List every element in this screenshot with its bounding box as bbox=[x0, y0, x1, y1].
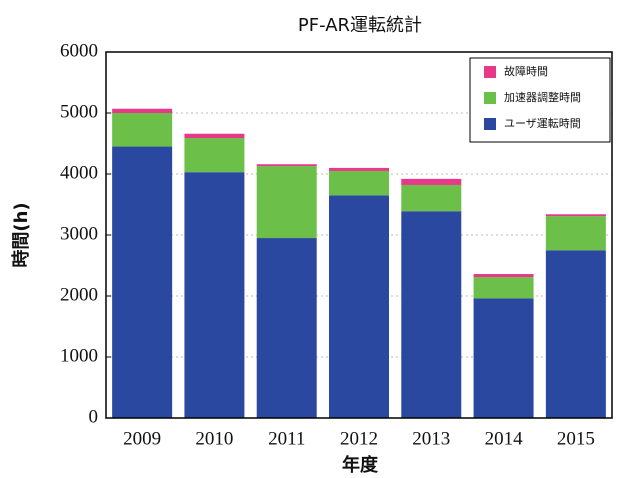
bar-segment bbox=[473, 277, 534, 299]
legend-label: 故障時間 bbox=[504, 64, 548, 78]
x-tick-label: 2012 bbox=[340, 428, 378, 449]
y-tick-label: 1000 bbox=[60, 345, 98, 366]
bar-segment bbox=[473, 298, 534, 418]
bar-segment bbox=[545, 214, 606, 217]
bar-segment bbox=[112, 113, 173, 147]
y-tick-label: 4000 bbox=[60, 162, 98, 183]
x-tick-label: 2011 bbox=[268, 428, 305, 449]
bar-segment bbox=[401, 211, 462, 418]
bar-segment bbox=[545, 216, 606, 251]
x-tick-label: 2015 bbox=[557, 428, 595, 449]
chart-title: PF-AR運転統計 bbox=[298, 15, 422, 36]
legend-swatch bbox=[484, 66, 496, 78]
bar-segment bbox=[329, 195, 389, 418]
x-tick-label: 2014 bbox=[485, 428, 524, 449]
bar-segment bbox=[256, 238, 317, 418]
bar-segment bbox=[401, 184, 462, 212]
y-tick-label: 6000 bbox=[60, 40, 98, 61]
bar-segment bbox=[112, 146, 173, 419]
bar-segment bbox=[184, 138, 245, 173]
y-axis-label: 時間(h) bbox=[11, 202, 32, 267]
x-tick-label: 2009 bbox=[123, 428, 161, 449]
bar-segment bbox=[112, 108, 173, 113]
y-tick-label: 0 bbox=[89, 406, 99, 427]
x-tick-label: 2013 bbox=[412, 428, 450, 449]
bar-segment bbox=[401, 178, 462, 185]
bar-segment bbox=[256, 164, 317, 167]
x-tick-label: 2010 bbox=[195, 428, 233, 449]
bar-segment bbox=[256, 166, 317, 239]
bar-segment bbox=[545, 250, 606, 418]
y-tick-label: 2000 bbox=[60, 284, 98, 305]
legend-label: 加速器調整時間 bbox=[504, 90, 581, 104]
y-tick-label: 3000 bbox=[60, 223, 98, 244]
bar-segment bbox=[184, 172, 245, 418]
x-axis-label: 年度 bbox=[342, 454, 379, 476]
legend-label: ユーザ運転時間 bbox=[504, 117, 581, 130]
bar-segment bbox=[184, 133, 245, 139]
legend-swatch bbox=[484, 118, 496, 130]
legend-swatch bbox=[484, 92, 496, 104]
bar-segment bbox=[329, 167, 389, 171]
bar-segment bbox=[329, 170, 389, 196]
y-tick-label: 5000 bbox=[60, 101, 98, 122]
bar-segment bbox=[473, 274, 534, 278]
plot-frame bbox=[105, 51, 613, 419]
